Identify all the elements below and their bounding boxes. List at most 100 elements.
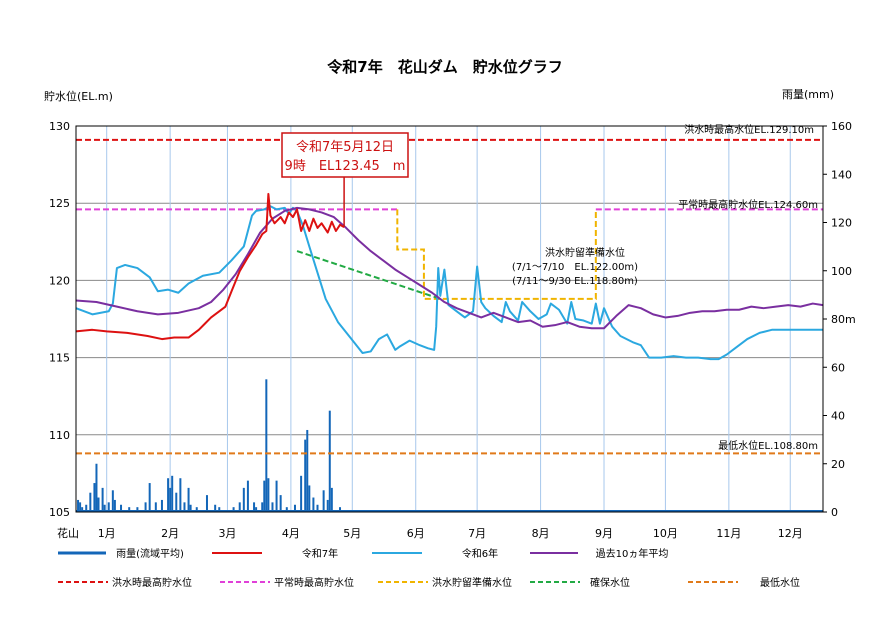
- rain-bar: [81, 507, 84, 512]
- rain-bar: [195, 507, 198, 512]
- chart-title: 令和7年 花山ダム 貯水位グラフ: [327, 58, 562, 76]
- y2-tick-label: 80m: [831, 313, 856, 326]
- rain-bar: [136, 507, 139, 512]
- rain-bar: [120, 504, 123, 512]
- rain-bar: [238, 502, 241, 512]
- month-label: 10月: [653, 527, 678, 540]
- rain-bar: [271, 502, 274, 512]
- rain-bar: [304, 439, 307, 512]
- callout-box: [281, 132, 409, 178]
- rain-bar: [330, 487, 333, 512]
- label-normal-max: 平常時最高貯水位EL.124.60m: [678, 198, 818, 211]
- month-label: 6月: [407, 527, 425, 540]
- rain-bar: [312, 497, 315, 512]
- y2-tick-label: 160: [831, 120, 852, 133]
- flood-standby-line: [396, 209, 597, 300]
- reference-lines: [76, 138, 823, 455]
- rain-bar: [160, 499, 163, 512]
- rain-bar: [205, 495, 208, 512]
- rain-bar: [128, 507, 131, 512]
- rain-bar: [308, 485, 311, 512]
- rain-bar: [85, 504, 88, 512]
- month-label: 2月: [161, 527, 179, 540]
- month-label: 5月: [343, 527, 361, 540]
- rain-bar: [300, 475, 303, 512]
- y-tick-label: 120: [49, 274, 70, 287]
- rain-bar: [113, 499, 116, 512]
- month-label: 7月: [468, 527, 486, 540]
- rain-bar: [306, 429, 309, 512]
- month-label: 4月: [282, 527, 300, 540]
- callout-date: 令和7年5月12日: [296, 140, 394, 155]
- rain-bar: [148, 483, 151, 512]
- callout: 令和7年5月12日 9時 EL123.45 m: [281, 132, 409, 228]
- secure-level-line: [296, 250, 441, 300]
- rain-bar: [95, 463, 98, 512]
- station-label: 花山: [57, 527, 79, 540]
- rain-bar: [167, 478, 170, 512]
- legend-avg-label: 過去10ヵ年平均: [596, 547, 669, 560]
- y-axis-label: 貯水位(EL.m): [44, 89, 113, 103]
- legend-rain-label: 雨量(流域平均): [116, 547, 184, 560]
- rain-bar: [263, 480, 266, 512]
- rain-bar: [103, 504, 106, 512]
- rain-bar: [107, 502, 110, 512]
- rain-bar: [154, 502, 157, 512]
- rain-bar: [77, 499, 80, 512]
- r7-line: [75, 192, 345, 341]
- y-tick-label: 110: [49, 429, 70, 442]
- label-flood-max: 洪水時最高水位EL.129.10m: [684, 123, 814, 136]
- legend-r7-label: 令和7年: [302, 547, 338, 560]
- rain-bar: [322, 490, 325, 512]
- flood-standby-title: 洪水貯留準備水位: [545, 246, 625, 259]
- rain-bar: [316, 504, 319, 512]
- month-label: 1月: [98, 527, 116, 540]
- legend-flood-max-label: 洪水時最高貯水位: [112, 576, 192, 589]
- rain-bar: [214, 504, 217, 512]
- flood-standby-period1: (7/1～7/10 EL.122.00m): [512, 262, 638, 273]
- rain-bar: [261, 502, 264, 512]
- grid: [76, 126, 823, 512]
- rain-bar: [275, 480, 278, 512]
- callout-value: 9時 EL123.45 m: [285, 159, 406, 174]
- rain-bar: [175, 492, 178, 512]
- label-min-level: 最低水位EL.108.80m: [718, 439, 818, 452]
- y2-tick-label: 140: [831, 168, 852, 181]
- y-tick-label: 125: [49, 197, 70, 210]
- rain-bar: [326, 499, 329, 512]
- flood-standby-period2: (7/11～9/30 EL.118.80m): [512, 276, 638, 287]
- y2-axis-label: 雨量(mm): [782, 88, 834, 101]
- y2-tick-label: 120: [831, 217, 852, 230]
- avg-line: [75, 206, 824, 330]
- legend: 雨量(流域平均) 令和7年 令和6年 過去10ヵ年平均 洪水時最高貯水位 平常時…: [58, 547, 800, 589]
- y2-tick-label: 60: [831, 361, 845, 374]
- y-tick-label: 115: [49, 352, 70, 365]
- rain-bar: [89, 492, 92, 512]
- plot-frame: [75, 125, 824, 513]
- rain-bar: [242, 487, 245, 512]
- month-label: 12月: [778, 527, 803, 540]
- legend-flood-standby-label: 洪水貯留準備水位: [432, 576, 512, 589]
- r6-line: [75, 205, 823, 361]
- rain-bar: [246, 480, 249, 512]
- rain-bar: [218, 507, 221, 512]
- y2-tick-label: 0: [831, 506, 838, 519]
- rain-bar: [93, 483, 96, 512]
- legend-r6-label: 令和6年: [462, 547, 498, 560]
- rain-bar: [328, 410, 331, 512]
- y2-tick-label: 100: [831, 265, 852, 278]
- rain-bar: [171, 475, 174, 512]
- rain-bar: [279, 495, 282, 512]
- rain-bar: [285, 507, 288, 512]
- rain-bar: [169, 487, 172, 512]
- rain-bar: [79, 502, 82, 512]
- y-tick-label: 130: [49, 120, 70, 133]
- y2-tick-label: 20: [831, 458, 845, 471]
- month-label: 9月: [595, 527, 613, 540]
- rain-bar: [183, 502, 186, 512]
- y-tick-label: 105: [49, 506, 70, 519]
- rain-bar: [179, 478, 182, 512]
- month-label: 3月: [218, 527, 236, 540]
- rain-bar: [111, 490, 114, 512]
